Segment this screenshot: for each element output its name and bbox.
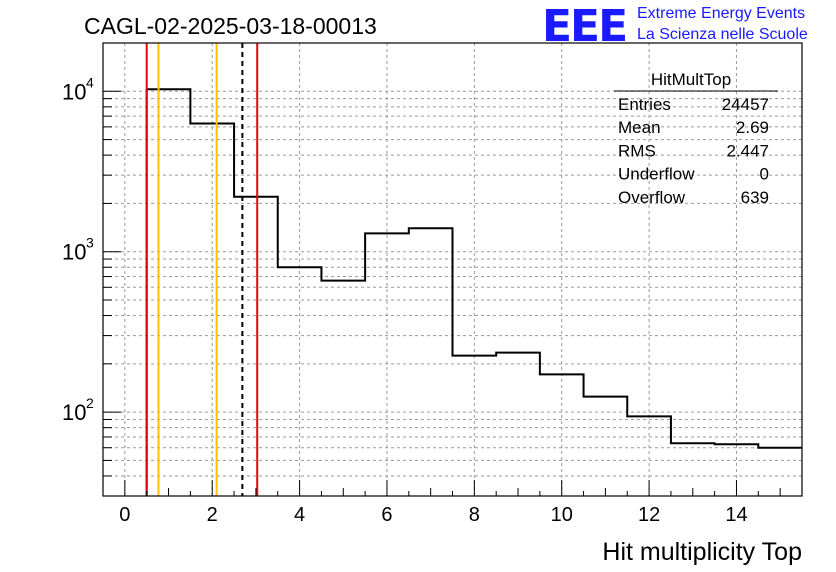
y-tick-label: 10	[62, 240, 86, 265]
y-tick-exponent: 4	[86, 74, 94, 90]
eee-logo: EEE Extreme Energy Events La Scienza nel…	[542, 1, 808, 52]
stats-row-label: RMS	[618, 141, 656, 160]
y-tick-label: 10	[62, 79, 86, 104]
histogram-outline	[145, 88, 802, 496]
x-tick-label: 10	[551, 504, 573, 526]
x-tick-label: 2	[207, 504, 218, 526]
x-axis-label: Hit multiplicity Top	[602, 538, 802, 566]
stats-row-value: 2.447	[726, 141, 769, 160]
chart-title: CAGL-02-2025-03-18-00013	[84, 13, 377, 39]
y-tick-exponent: 3	[86, 235, 94, 251]
stats-title: HitMultTop	[651, 70, 731, 89]
stats-row-label: Overflow	[618, 188, 686, 207]
y-tick-exponent: 2	[86, 395, 94, 411]
x-tick-label: 6	[381, 504, 392, 526]
stats-row-label: Entries	[618, 95, 671, 114]
y-tick-label: 10	[62, 400, 86, 425]
x-tick-label: 12	[638, 504, 660, 526]
eee-logo-line2: La Scienza nelle Scuole	[637, 26, 808, 43]
stats-row-value: 0	[760, 165, 769, 184]
eee-logo-line1: Extreme Energy Events	[637, 5, 805, 22]
marker-lines	[145, 43, 259, 496]
x-tick-label: 4	[294, 504, 305, 526]
x-tick-label: 14	[725, 504, 747, 526]
stats-rows: Entries 24457 Mean 2.69 RMS 2.447 Underflow 0 Ov…	[618, 95, 769, 207]
eee-logo-text: EEE	[542, 1, 626, 52]
stats-box: HitMultTop Entries 24457 Mean 2.69 RMS 2.447 U…	[614, 70, 778, 207]
stats-row-label: Underflow	[618, 165, 695, 184]
x-tick-label: 8	[469, 504, 480, 526]
stats-row-value: 24457	[722, 95, 769, 114]
x-axis: 0 2 4 6 8 10 12 14	[119, 480, 781, 526]
stats-row-value: 639	[741, 188, 769, 207]
histogram-bins	[145, 88, 802, 496]
stats-row-label: Mean	[618, 118, 661, 137]
x-tick-label: 0	[119, 504, 130, 526]
stats-row-value: 2.69	[736, 118, 769, 137]
